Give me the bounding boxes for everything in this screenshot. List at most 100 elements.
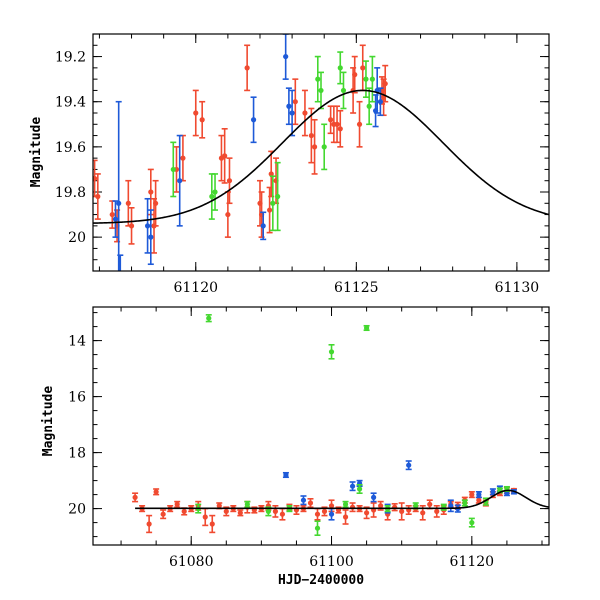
data-point-blue: [301, 498, 306, 503]
data-point-blue: [289, 110, 294, 115]
data-point-red: [309, 133, 314, 138]
bottom-x-axis-title: HJD−2400000: [278, 573, 364, 588]
y-tick-label: 20: [68, 230, 86, 246]
data-point-blue: [371, 495, 376, 500]
data-point-red: [328, 117, 333, 122]
data-point-green: [367, 104, 372, 109]
data-point-blue: [490, 489, 495, 494]
data-point-red: [360, 65, 365, 70]
data-point-green: [270, 201, 275, 206]
data-point-green: [209, 194, 214, 199]
data-point-green: [245, 502, 250, 507]
x-tick-label: 61080: [169, 554, 214, 570]
data-point-blue: [286, 104, 291, 109]
x-tick-label: 61120: [450, 554, 495, 570]
data-point-green: [275, 194, 280, 199]
x-tick-label: 61120: [173, 280, 218, 296]
data-point-blue: [251, 117, 256, 122]
y-tick-label: 20: [68, 502, 86, 518]
data-point-red: [420, 510, 425, 515]
data-point-red: [469, 492, 474, 497]
data-point-red: [267, 207, 272, 212]
data-point-red: [352, 72, 357, 77]
data-point-red: [95, 194, 100, 199]
data-point-green: [364, 325, 369, 330]
bottom-y-axis-title: Magnitude: [41, 386, 56, 457]
data-point-red: [280, 512, 285, 517]
data-point-green: [363, 77, 368, 82]
data-point-blue: [261, 223, 266, 228]
data-point-red: [302, 110, 307, 115]
y-tick-label: 16: [68, 390, 86, 406]
y-tick-label: 19.6: [55, 140, 86, 156]
data-point-red: [312, 144, 317, 149]
data-point-red: [129, 223, 134, 228]
top-y-axis-title: Magnitude: [29, 117, 44, 188]
data-point-red: [338, 126, 343, 131]
y-tick-label: 19.4: [55, 95, 86, 111]
x-tick-label: 61100: [309, 554, 354, 570]
data-point-green: [329, 349, 334, 354]
data-point-blue: [283, 472, 288, 477]
data-point-red: [182, 509, 187, 514]
x-tick-label: 61125: [334, 280, 379, 296]
top-panel: 61120 61125 61130 19.2 19.4 19.6 19.8 20: [55, 34, 549, 305]
data-point-red: [200, 117, 205, 122]
data-point-green: [315, 526, 320, 531]
data-point-blue: [476, 492, 481, 497]
data-point-red: [203, 514, 208, 519]
data-point-red: [427, 502, 432, 507]
data-point-red: [399, 509, 404, 514]
lightcurve-figure: 61120 61125 6113019.219.419.619.820 61080 6…: [0, 0, 600, 600]
data-point-blue: [113, 216, 118, 221]
data-point-red: [224, 509, 229, 514]
data-point-green: [322, 144, 327, 149]
plot-frame: [93, 34, 549, 271]
data-point-red: [357, 122, 362, 127]
data-point-green: [357, 486, 362, 491]
y-tick-label: 18: [68, 446, 86, 462]
data-point-red: [227, 178, 232, 183]
data-point-red: [132, 495, 137, 500]
data-point-red: [245, 65, 250, 70]
data-point-red: [193, 110, 198, 115]
bottom-panel: 61080 61100 61120 14 16 18 20: [68, 307, 549, 570]
data-point-green: [338, 65, 343, 70]
data-point-red: [322, 509, 327, 514]
data-point-blue: [148, 235, 153, 240]
data-point-green: [315, 77, 320, 82]
y-tick-label: 19.8: [55, 185, 86, 201]
data-point-green: [212, 189, 217, 194]
data-point-red: [315, 512, 320, 517]
y-tick-label: 19.2: [55, 50, 86, 66]
data-layer: [132, 315, 517, 535]
data-point-red: [476, 498, 481, 503]
data-point-blue: [283, 54, 288, 59]
data-point-red: [153, 201, 158, 206]
data-layer: [92, 34, 389, 305]
data-point-red: [148, 189, 153, 194]
data-point-green: [341, 88, 346, 93]
data-point-green: [171, 167, 176, 172]
data-point-red: [273, 509, 278, 514]
data-point-blue: [350, 484, 355, 489]
data-point-green: [343, 502, 348, 507]
data-point-red: [175, 502, 180, 507]
data-point-green: [206, 316, 211, 321]
data-point-red: [364, 510, 369, 515]
data-point-green: [370, 77, 375, 82]
data-point-red: [334, 122, 339, 127]
data-point-red: [293, 99, 298, 104]
data-point-blue: [145, 223, 150, 228]
data-point-red: [225, 212, 230, 217]
data-point-red: [110, 212, 115, 217]
data-point-blue: [406, 463, 411, 468]
data-point-blue: [116, 201, 121, 206]
data-point-blue: [378, 99, 383, 104]
data-point-red: [154, 489, 159, 494]
data-point-red: [343, 514, 348, 519]
data-point-blue: [118, 275, 123, 280]
data-point-blue: [329, 512, 334, 517]
data-point-green: [469, 520, 474, 525]
data-point-red: [180, 156, 185, 161]
